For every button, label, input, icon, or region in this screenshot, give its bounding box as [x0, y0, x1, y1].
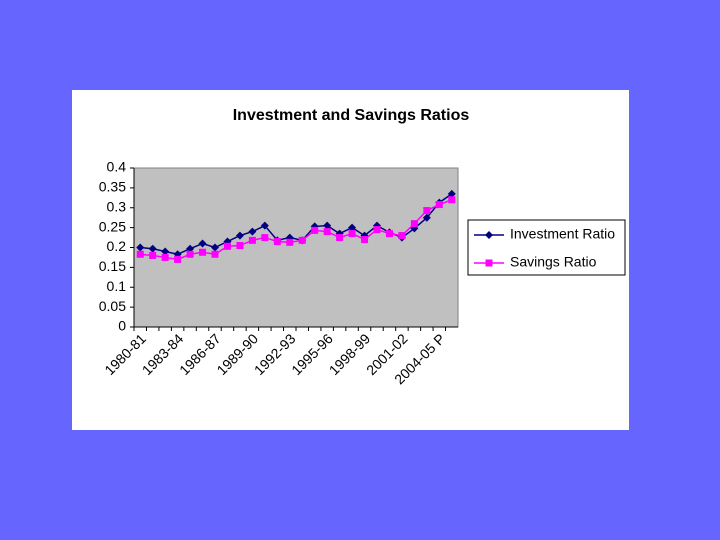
point	[286, 238, 294, 246]
point	[161, 247, 170, 256]
point	[236, 242, 244, 250]
point	[447, 189, 456, 198]
point	[485, 259, 493, 267]
point	[448, 196, 456, 204]
point	[323, 221, 332, 230]
point	[422, 213, 431, 222]
point	[410, 220, 418, 228]
point	[211, 250, 219, 258]
plot-area	[133, 167, 459, 328]
point	[248, 236, 256, 244]
point	[260, 221, 269, 230]
y-tick-label: 0	[118, 318, 126, 334]
point	[148, 244, 157, 253]
point	[186, 250, 194, 258]
point	[174, 255, 182, 263]
point	[423, 207, 431, 215]
point	[261, 234, 269, 242]
point	[136, 250, 144, 258]
point	[385, 230, 393, 238]
legend-label: Savings Ratio	[510, 254, 597, 270]
point	[136, 243, 145, 252]
point	[348, 230, 356, 238]
y-tick-label: 0.4	[107, 159, 127, 175]
point	[198, 239, 207, 248]
legend	[467, 219, 626, 276]
point	[336, 234, 344, 242]
y-tick-label: 0.25	[99, 218, 126, 234]
point	[398, 232, 406, 240]
point	[211, 243, 219, 252]
point	[223, 242, 231, 250]
y-tick-label: 0.15	[99, 258, 126, 274]
y-tick-label: 0.3	[107, 198, 127, 214]
point	[186, 244, 195, 253]
point	[273, 238, 281, 246]
y-tick-label: 0.05	[99, 298, 126, 314]
point	[361, 236, 369, 244]
y-tick-label: 0.2	[107, 238, 127, 254]
point	[199, 248, 207, 256]
legend-label: Investment Ratio	[510, 226, 615, 242]
y-tick-label: 0.1	[107, 278, 127, 294]
point	[311, 226, 319, 234]
y-tick-label: 0.35	[99, 179, 126, 195]
point	[348, 223, 357, 232]
point	[235, 231, 244, 240]
point	[298, 236, 306, 244]
point	[248, 227, 257, 236]
point	[149, 251, 157, 259]
point	[161, 253, 169, 261]
point	[323, 228, 331, 236]
chart-title: Investment and Savings Ratios	[233, 107, 470, 124]
point	[435, 201, 443, 209]
point	[373, 226, 381, 234]
point	[485, 231, 493, 239]
